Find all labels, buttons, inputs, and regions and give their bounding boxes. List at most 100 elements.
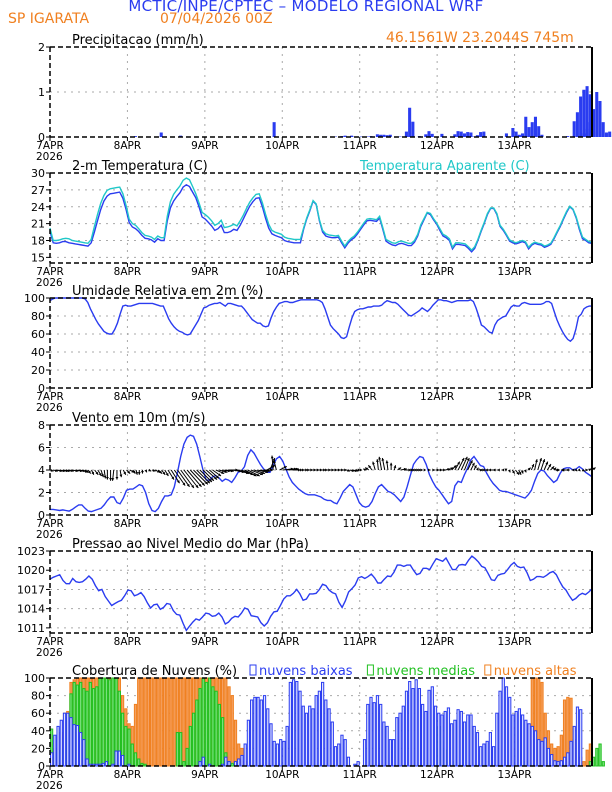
wind-arrow-head (334, 468, 338, 472)
cloud-bar-nuvens-baixas (269, 723, 273, 767)
wind-arrow-head (71, 469, 74, 472)
wind-arrow-head (439, 468, 443, 472)
x-tick-label: 7APR (36, 391, 64, 403)
cloud-bar-nuvens-baixas (114, 750, 118, 767)
cloud-bar-nuvens-baixas (72, 724, 76, 767)
cloud-bar-nuvens-medias (188, 725, 192, 767)
cloud-bar-nuvens-baixas (279, 739, 283, 767)
cloud-bar-nuvens-baixas (572, 725, 576, 767)
precip-bar (511, 128, 515, 137)
x-tick-label: 8APR (114, 140, 142, 152)
cloud-bar-nuvens-baixas (450, 723, 454, 767)
x-year-label: 2026 (36, 647, 63, 659)
cloud-bar-nuvens-medias (179, 732, 183, 767)
cloud-bar-nuvens-baixas (453, 719, 457, 767)
y-tick-label: 1014 (17, 603, 45, 616)
precip-bar (585, 128, 589, 137)
wind-arrow-head (88, 470, 91, 474)
precip-bar (469, 132, 473, 137)
wind-arrow-head (414, 468, 418, 472)
wind-arrow-head (485, 468, 488, 472)
cloud-bar-nuvens-baixas (362, 739, 367, 767)
cloud-bar-nuvens-baixas (285, 725, 289, 767)
y-tick-label: 80 (31, 690, 45, 703)
cloud-bar-nuvens-baixas (456, 709, 460, 767)
y-tick-label: 20 (31, 742, 45, 755)
cloud-bar-nuvens-baixas (259, 699, 263, 767)
precip-bar (582, 133, 586, 137)
wind-title: Vento em 10m (m/s) (72, 411, 205, 426)
x-year-label: 2026 (36, 402, 63, 414)
wind-arrow (183, 469, 199, 489)
cloud-bar-nuvens-baixas (308, 705, 312, 767)
x-tick-label: 12APR (420, 636, 454, 648)
cloud-bar-nuvens-medias (208, 677, 212, 767)
precip-bar (408, 107, 412, 137)
wind-arrow-head (432, 468, 435, 472)
wind-arrow-head (137, 472, 141, 475)
wind-arrow-head (270, 468, 274, 472)
x-tick-label: 10APR (265, 266, 299, 278)
wind-arrow-head (67, 469, 71, 472)
wind-arrow-head (507, 469, 511, 473)
wind-arrow-head (127, 470, 131, 474)
wind-arrow-head (365, 467, 369, 471)
precip-bar (430, 133, 434, 137)
wind-arrow-head (132, 470, 136, 474)
wind-arrow-head (325, 468, 328, 472)
wind-arrow-head (157, 469, 161, 473)
cloud-bar-nuvens-baixas (414, 679, 418, 767)
legend-swatch (484, 664, 492, 676)
cloud-bar-nuvens-baixas (59, 719, 63, 767)
pressure-panel (46, 550, 593, 637)
x-tick-label: 12APR (420, 266, 454, 278)
wind-arrow-head (461, 458, 465, 461)
precip-bar (521, 133, 525, 137)
cloud-bar-nuvens-baixas (298, 690, 302, 767)
cloud-bar-nuvens-baixas (101, 762, 105, 767)
cloud-bar-nuvens-medias (124, 725, 128, 767)
cloud-bar-nuvens-altas (162, 677, 167, 767)
y-tick-label: 0 (38, 382, 45, 395)
precip-bar (517, 135, 521, 137)
wind-arrow-head (186, 483, 190, 487)
x-tick-label: 12APR (420, 140, 454, 152)
cloud-bar-nuvens-baixas (366, 703, 370, 767)
wind-arrow-head (457, 461, 460, 465)
wind-arrow-head (481, 468, 485, 472)
precip-bar (272, 122, 276, 137)
cloud-bar-nuvens-baixas (408, 681, 412, 767)
temp-panel (46, 172, 593, 267)
wind-arrow-head (393, 465, 397, 469)
cloud-bar-nuvens-baixas (66, 712, 70, 767)
y-tick-label: 1020 (17, 564, 45, 577)
precip-bar (343, 135, 347, 137)
cloud-bar-nuvens-baixas (395, 717, 399, 767)
x-tick-label: 10APR (265, 391, 299, 403)
y-tick-label: 0 (38, 760, 45, 773)
cloud-bar-nuvens-baixas (379, 703, 383, 767)
wind-arrow-head (480, 468, 483, 472)
x-year-label: 2026 (36, 277, 63, 289)
wind-arrow-head (416, 468, 420, 472)
y-tick-label: 1023 (17, 545, 45, 558)
wind-arrow (199, 469, 213, 483)
wind-arrow-head (253, 473, 257, 477)
precip-bar (440, 133, 444, 137)
wind-arrow-head (520, 470, 524, 474)
precip-bar (382, 134, 386, 137)
cloud-bar-nuvens-baixas (491, 746, 496, 767)
wind-arrow-head (539, 458, 543, 461)
cloud-bar-nuvens-baixas (388, 739, 392, 767)
precip-bar (533, 116, 537, 137)
wind-arrow-head (545, 461, 549, 465)
y-tick-label: 20 (31, 364, 45, 377)
wind-arrow-head (256, 473, 260, 477)
wind-arrow-head (191, 485, 194, 488)
cloud-bar-nuvens-altas (153, 677, 157, 767)
precip-bar (588, 94, 592, 137)
cloud-bar-nuvens-medias (598, 743, 602, 767)
cloud-bar-nuvens-medias (211, 686, 215, 767)
wind-arrow-head (357, 468, 361, 472)
wind-arrow-head (523, 469, 527, 473)
